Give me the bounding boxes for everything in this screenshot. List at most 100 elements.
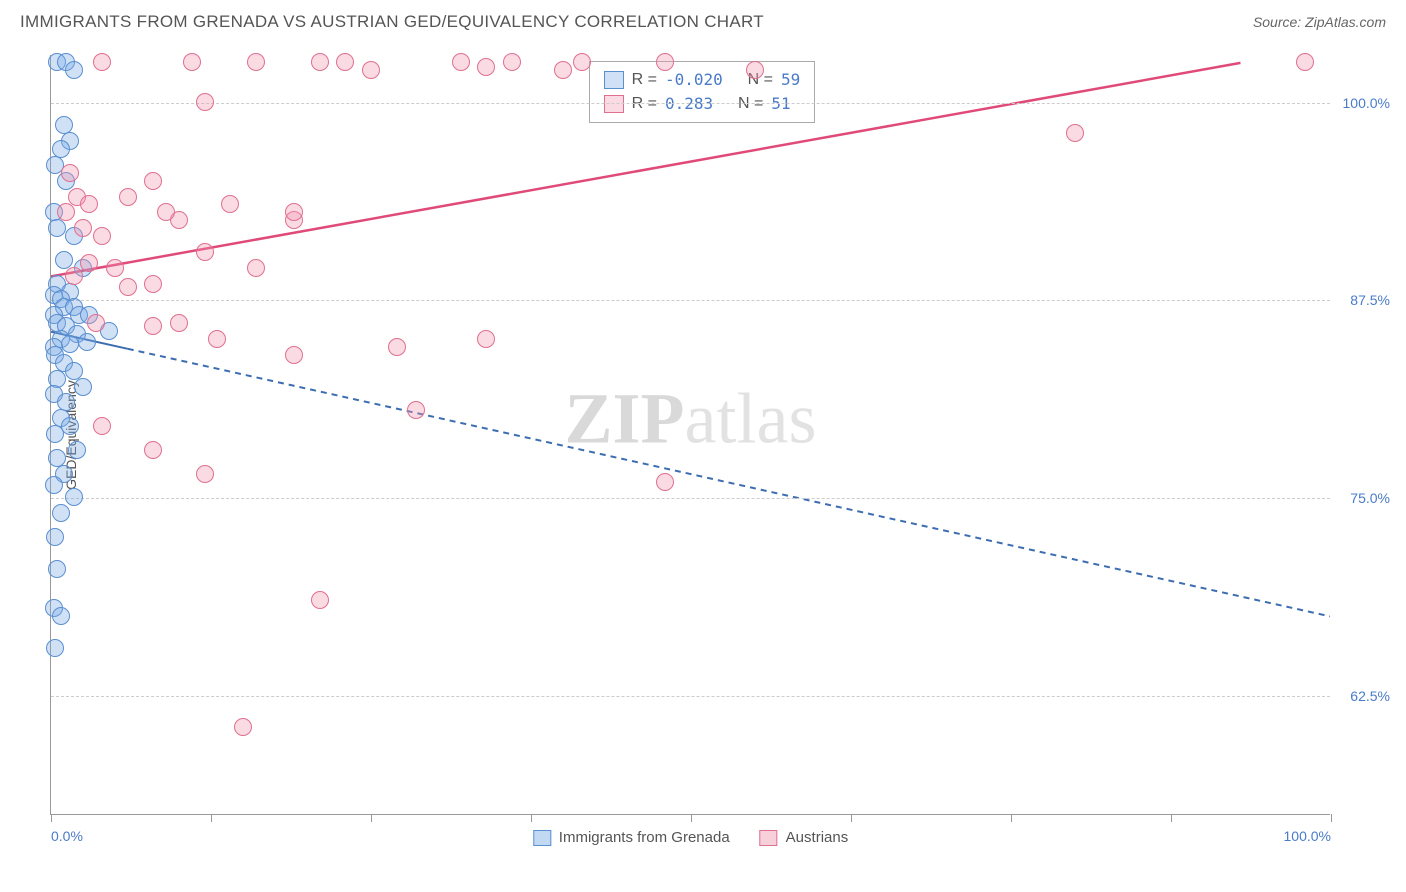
scatter-point: [74, 378, 92, 396]
scatter-point: [68, 441, 86, 459]
scatter-point: [48, 560, 66, 578]
stats-r-value: -0.020: [665, 68, 723, 92]
scatter-point: [93, 227, 111, 245]
legend-swatch: [533, 830, 551, 846]
scatter-point: [119, 188, 137, 206]
scatter-point: [208, 330, 226, 348]
x-tick: [51, 814, 52, 822]
stats-n-label: N =: [738, 92, 763, 116]
chart-legend: Immigrants from Grenada Austrians: [533, 829, 848, 846]
x-tick-label: 0.0%: [51, 828, 83, 844]
scatter-point: [336, 53, 354, 71]
scatter-point: [78, 333, 96, 351]
scatter-point: [52, 504, 70, 522]
scatter-point: [196, 243, 214, 261]
legend-label: Immigrants from Grenada: [559, 829, 730, 846]
scatter-point: [388, 338, 406, 356]
scatter-point: [407, 401, 425, 419]
scatter-point: [46, 425, 64, 443]
correlation-stats-box: R = -0.020 N = 59R = 0.283 N = 51: [589, 61, 816, 123]
series-swatch: [604, 95, 624, 113]
scatter-point: [80, 195, 98, 213]
legend-item: Immigrants from Grenada: [533, 829, 730, 846]
legend-swatch: [760, 830, 778, 846]
scatter-point: [45, 476, 63, 494]
scatter-point: [119, 278, 137, 296]
scatter-point: [93, 53, 111, 71]
chart-plot-area: GED/Equivalency ZIPatlas R =-0.020 N = 5…: [50, 55, 1330, 815]
scatter-point: [170, 314, 188, 332]
scatter-point: [65, 488, 83, 506]
stats-r-value: 0.283: [665, 92, 713, 116]
scatter-point: [656, 473, 674, 491]
scatter-point: [247, 53, 265, 71]
x-tick: [1331, 814, 1332, 822]
stats-r-label: R =: [632, 68, 657, 92]
scatter-point: [74, 219, 92, 237]
stats-n-value: 59: [781, 68, 800, 92]
gridline: [51, 300, 1330, 301]
scatter-point: [106, 259, 124, 277]
scatter-point: [61, 164, 79, 182]
x-tick: [1011, 814, 1012, 822]
scatter-point: [144, 317, 162, 335]
y-tick-label: 100.0%: [1343, 95, 1390, 111]
scatter-point: [285, 203, 303, 221]
scatter-point: [477, 58, 495, 76]
scatter-point: [746, 61, 764, 79]
scatter-point: [46, 528, 64, 546]
x-tick: [531, 814, 532, 822]
scatter-point: [554, 61, 572, 79]
scatter-point: [1296, 53, 1314, 71]
scatter-point: [452, 53, 470, 71]
scatter-point: [48, 219, 66, 237]
series-swatch: [604, 71, 624, 89]
scatter-point: [311, 53, 329, 71]
x-tick-label: 100.0%: [1284, 828, 1331, 844]
legend-label: Austrians: [786, 829, 849, 846]
scatter-point: [57, 203, 75, 221]
scatter-point: [52, 607, 70, 625]
scatter-point: [221, 195, 239, 213]
gridline: [51, 103, 1330, 104]
scatter-point: [65, 267, 83, 285]
x-tick: [371, 814, 372, 822]
trend-lines-layer: [51, 55, 1330, 814]
scatter-point: [503, 53, 521, 71]
scatter-point: [144, 441, 162, 459]
scatter-point: [196, 465, 214, 483]
watermark-text: ZIPatlas: [565, 378, 817, 461]
gridline: [51, 498, 1330, 499]
y-tick-label: 87.5%: [1350, 292, 1390, 308]
scatter-point: [65, 61, 83, 79]
scatter-point: [157, 203, 175, 221]
y-tick-label: 75.0%: [1350, 490, 1390, 506]
stats-row: R = 0.283 N = 51: [604, 92, 801, 116]
legend-item: Austrians: [760, 829, 849, 846]
source-attribution: Source: ZipAtlas.com: [1253, 14, 1386, 30]
scatter-point: [80, 254, 98, 272]
scatter-point: [55, 251, 73, 269]
scatter-point: [196, 93, 214, 111]
scatter-point: [234, 718, 252, 736]
chart-title: IMMIGRANTS FROM GRENADA VS AUSTRIAN GED/…: [20, 12, 764, 32]
stats-n-value: 51: [771, 92, 790, 116]
scatter-point: [656, 53, 674, 71]
y-tick-label: 62.5%: [1350, 688, 1390, 704]
scatter-point: [144, 275, 162, 293]
scatter-point: [285, 346, 303, 364]
scatter-point: [477, 330, 495, 348]
x-tick: [691, 814, 692, 822]
scatter-point: [61, 417, 79, 435]
gridline: [51, 696, 1330, 697]
scatter-point: [247, 259, 265, 277]
scatter-point: [93, 417, 111, 435]
scatter-point: [1066, 124, 1084, 142]
scatter-point: [311, 591, 329, 609]
scatter-point: [61, 335, 79, 353]
scatter-point: [362, 61, 380, 79]
scatter-point: [573, 53, 591, 71]
scatter-point: [87, 314, 105, 332]
scatter-point: [144, 172, 162, 190]
x-tick: [211, 814, 212, 822]
